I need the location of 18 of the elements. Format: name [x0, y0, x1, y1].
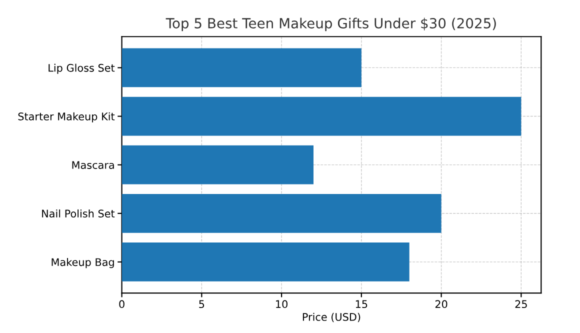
- x-tick-label: 10: [276, 300, 288, 308]
- bar: [122, 96, 522, 136]
- y-tick-label: Starter Makeup Kit: [18, 112, 115, 122]
- x-tick-label: 15: [356, 300, 368, 308]
- bar: [122, 242, 410, 282]
- x-tick-label: 0: [119, 300, 124, 308]
- x-axis-title: Price (USD): [302, 312, 360, 322]
- bar: [122, 194, 442, 233]
- bar: [122, 48, 362, 88]
- bar: [122, 145, 314, 184]
- y-tick-label: Makeup Bag: [52, 258, 114, 268]
- x-tick-label: 5: [199, 300, 204, 308]
- chart-title: Top 5 Best Teen Makeup Gifts Under $30 (2025): [166, 18, 496, 32]
- y-tick-label: Lip Gloss Set: [48, 64, 115, 74]
- y-tick-label: Mascara: [72, 161, 114, 169]
- x-tick-label: 20: [435, 300, 448, 308]
- x-tick-label: 25: [515, 300, 527, 308]
- y-tick-label: Nail Polish Set: [42, 209, 115, 218]
